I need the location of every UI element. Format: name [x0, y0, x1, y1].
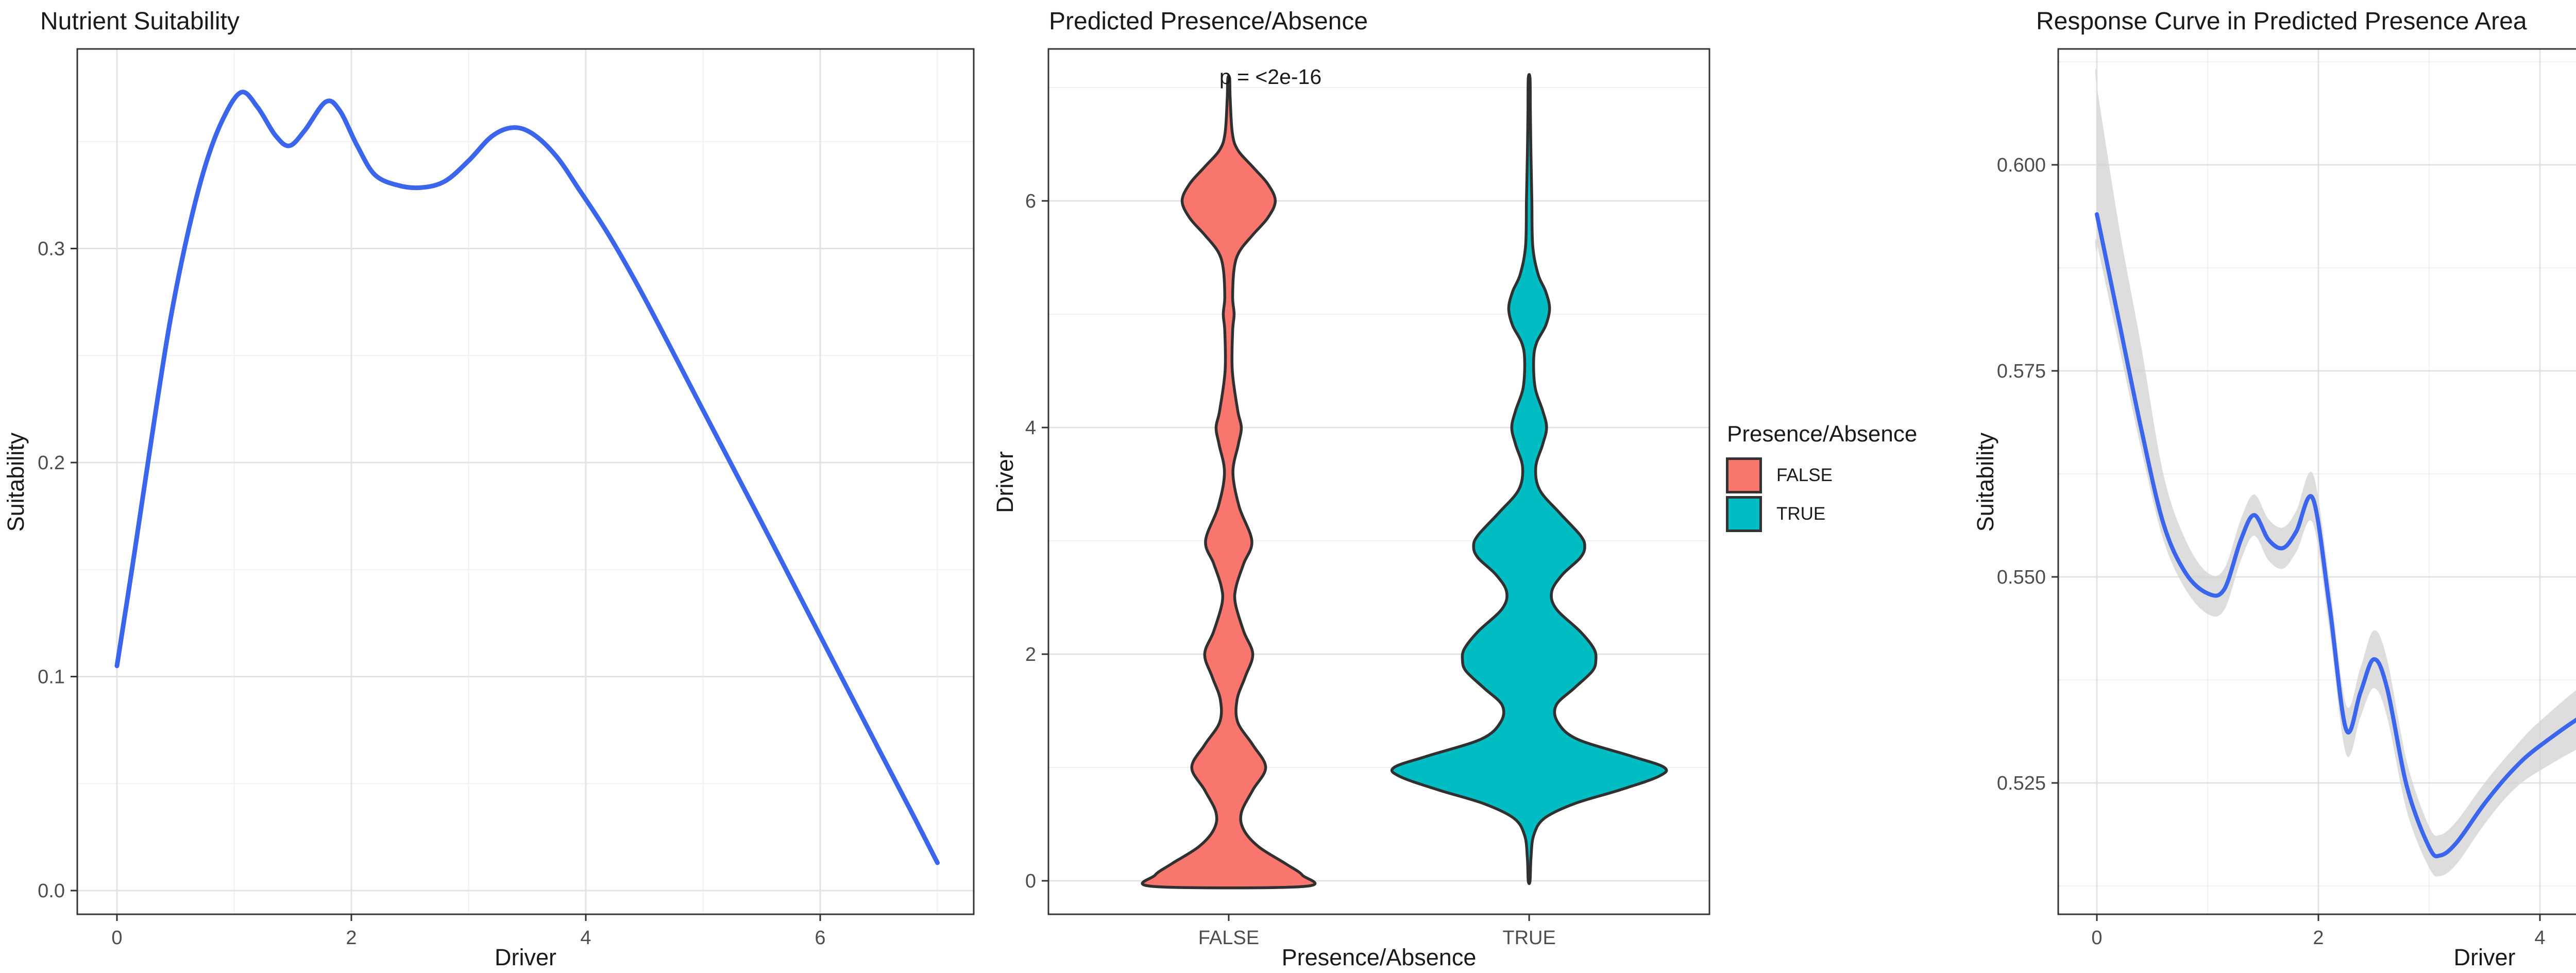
- svg-text:0.2: 0.2: [38, 452, 65, 474]
- svg-text:0.0: 0.0: [38, 880, 65, 902]
- confidence-ribbon: [2095, 68, 2576, 877]
- svg-text:6: 6: [815, 927, 825, 949]
- legend-label-true: TRUE: [1776, 504, 1826, 524]
- panel-border: [76, 48, 975, 915]
- svg-text:0.600: 0.600: [1997, 155, 2046, 176]
- svg-text:0.575: 0.575: [1997, 361, 2046, 382]
- svg-text:TRUE: TRUE: [1502, 927, 1555, 949]
- svg-text:FALSE: FALSE: [1198, 927, 1259, 949]
- legend-label-false: FALSE: [1776, 465, 1833, 485]
- svg-text:0.1: 0.1: [38, 667, 65, 688]
- panel-3-y-axis-title: Suitability: [1972, 432, 1998, 532]
- legend-swatch-true: [1726, 496, 1762, 532]
- svg-text:0: 0: [2091, 927, 2102, 949]
- svg-text:2: 2: [346, 927, 357, 949]
- svg-text:4: 4: [2534, 927, 2545, 949]
- panel-3-title: Response Curve in Predicted Presence Are…: [2036, 8, 2527, 35]
- p-value-annotation: p = <2e-16: [1219, 65, 1322, 89]
- svg-text:4: 4: [580, 927, 591, 949]
- svg-text:2: 2: [2313, 927, 2324, 949]
- svg-text:2: 2: [1025, 644, 1036, 665]
- legend-title: Presence/Absence: [1727, 421, 1918, 447]
- gridlines-major: [77, 49, 974, 914]
- nutrient-suitability-curve: [114, 90, 940, 865]
- panel-border: [1047, 48, 1710, 915]
- svg-text:0.3: 0.3: [38, 238, 65, 260]
- panel-1: 0 2 4 6 0.0 0.1 0.2 0.3: [38, 48, 975, 949]
- svg-text:0.525: 0.525: [1997, 773, 2046, 794]
- panel-3-x-axis-title: Driver: [2453, 944, 2516, 970]
- svg-text:6: 6: [1025, 191, 1036, 212]
- panel-1-title: Nutrient Suitability: [40, 8, 240, 35]
- panel-1-y-axis-title: Suitability: [3, 432, 29, 532]
- legend-swatch-false: [1726, 457, 1762, 493]
- gridlines-minor: [77, 49, 974, 914]
- response-curve: [2095, 212, 2576, 859]
- panel-2: FALSE TRUE 0 2 4 6: [1025, 48, 1710, 949]
- panel-2-x-axis-title: Presence/Absence: [1281, 944, 1477, 970]
- svg-text:0: 0: [111, 927, 122, 949]
- legend: Presence/Absence FALSE TRUE: [1726, 421, 1973, 566]
- violin-true: [1390, 73, 1668, 885]
- svg-text:0: 0: [1025, 870, 1036, 892]
- panel-border: [2057, 48, 2576, 915]
- svg-text:4: 4: [1025, 417, 1036, 439]
- panel-2-title: Predicted Presence/Absence: [1049, 8, 1368, 35]
- violin-false: [1141, 74, 1317, 890]
- svg-text:0.550: 0.550: [1997, 567, 2046, 588]
- panel-1-x-axis-title: Driver: [495, 944, 556, 970]
- panel-2-y-axis-title: Driver: [992, 451, 1018, 513]
- gridlines-minor: [2058, 49, 2576, 914]
